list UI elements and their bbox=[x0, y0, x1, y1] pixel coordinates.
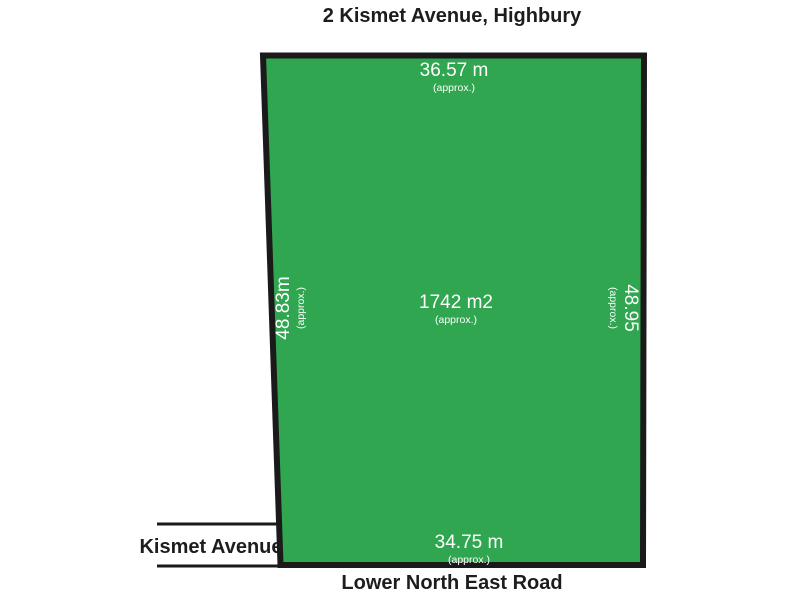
bottom-dimension: 34.75 m (approx.) bbox=[435, 532, 504, 566]
left-dimension-value: 48.83m bbox=[273, 276, 294, 340]
top-dimension-approx: (approx.) bbox=[432, 82, 475, 94]
right-dimension: 48.95 (approx.) bbox=[607, 284, 641, 332]
area-label: 1742 m2 (approx.) bbox=[419, 292, 493, 326]
right-dimension-approx: (approx.) bbox=[607, 286, 619, 330]
bottom-dimension-approx: (approx.) bbox=[447, 554, 490, 566]
left-dimension-approx: (approx.) bbox=[295, 287, 307, 330]
right-dimension-value: 48.95 bbox=[620, 284, 641, 332]
top-dimension-value: 36.57 m bbox=[419, 60, 489, 81]
lot-polygon bbox=[259, 52, 648, 568]
page-title: 2 Kismet Avenue, Highbury bbox=[322, 5, 582, 27]
area-approx: (approx.) bbox=[434, 314, 478, 326]
area-value: 1742 m2 bbox=[419, 292, 493, 313]
street-label-lower-north-east-road: Lower North East Road bbox=[341, 572, 563, 594]
top-dimension: 36.57 m (approx.) bbox=[420, 60, 489, 94]
bottom-dimension-value: 34.75 m bbox=[434, 532, 504, 553]
street-label-kismet-avenue: Kismet Avenue bbox=[139, 536, 283, 558]
left-dimension: 48.83m (approx.) bbox=[273, 276, 307, 339]
